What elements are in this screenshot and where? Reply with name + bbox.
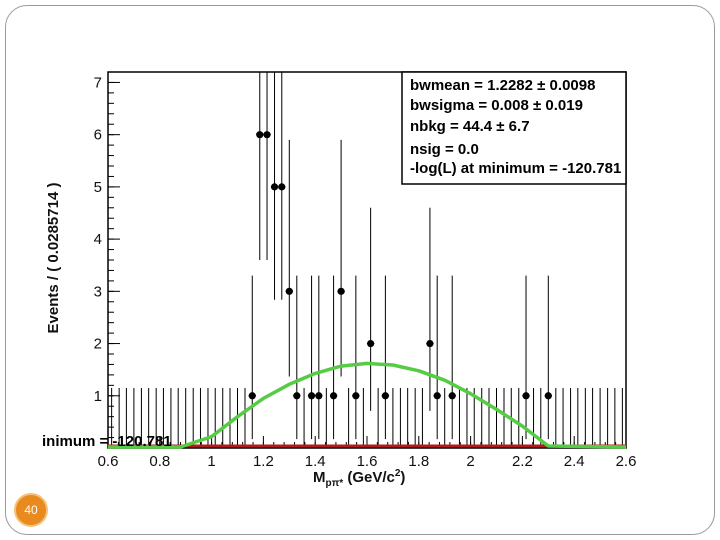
data-point [337, 139, 345, 377]
data-point [263, 72, 271, 260]
x-tick-label: 2.6 [616, 453, 637, 470]
data-point [352, 275, 360, 440]
data-point [433, 275, 441, 440]
x-tick-label: 0.8 [149, 453, 170, 470]
data-point [426, 207, 434, 411]
fit-curve [108, 361, 627, 449]
slide-number-badge: 40 [14, 493, 48, 527]
data-point [256, 72, 264, 260]
data-point [248, 275, 256, 440]
x-tick-label: 1.6 [357, 453, 378, 470]
x-tick-label: 1 [207, 453, 215, 470]
y-tick-label: 6 [94, 127, 102, 144]
y-tick-label: 7 [94, 74, 102, 91]
data-point [381, 275, 390, 440]
x-axis-title: Mpπ* (GeV/c2) [313, 468, 405, 489]
data-point [270, 72, 279, 300]
data-point [448, 275, 456, 440]
data-point [522, 275, 530, 440]
x-tick-label: 2 [466, 453, 474, 470]
x-tick-label: 1.8 [408, 453, 429, 470]
stats-line-bwsigma: bwsigma = 0.008 ± 0.019 [410, 97, 583, 114]
y-axis-title: Events / ( 0.0285714 ) [45, 183, 62, 334]
y-axis-ticks: 1 2 3 4 5 6 7 [94, 74, 120, 439]
y-tick-label: 3 [94, 283, 102, 300]
data-point [278, 72, 286, 300]
data-point [315, 275, 323, 440]
stats-line-nsig: nsig = 0.0 [410, 141, 479, 158]
y-tick-label: 2 [94, 336, 102, 353]
stats-line-bwmean: bwmean = 1.2282 ± 0.0098 [410, 77, 595, 94]
data-point [544, 275, 552, 440]
stats-line-nbkg: nbkg = 44.4 ± 6.7 [410, 118, 530, 135]
data-point [307, 275, 316, 440]
y-tick-label: 4 [94, 231, 102, 248]
y-tick-label: 1 [94, 388, 102, 405]
minimum-overlay-label: inimum = -120.781 [42, 433, 172, 450]
y-tick-label: 5 [94, 179, 102, 196]
data-point [366, 207, 375, 411]
x-tick-label: 0.6 [98, 453, 119, 470]
stats-box: bwmean = 1.2282 ± 0.0098 bwsigma = 0.008… [401, 71, 627, 185]
stats-line-nll: -log(L) at minimum = -120.781 [410, 160, 621, 177]
fit-curves [108, 361, 627, 449]
x-tick-label: 1.4 [305, 453, 326, 470]
data-point [293, 275, 301, 440]
data-point [329, 275, 338, 440]
data-point [285, 139, 293, 377]
x-tick-label: 2.4 [564, 453, 585, 470]
x-tick-label: 1.2 [253, 453, 274, 470]
x-tick-label: 2.2 [512, 453, 533, 470]
